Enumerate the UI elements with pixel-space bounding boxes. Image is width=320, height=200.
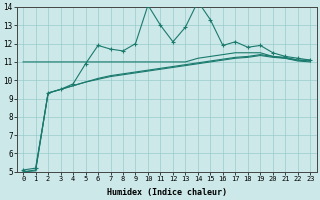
X-axis label: Humidex (Indice chaleur): Humidex (Indice chaleur) xyxy=(107,188,227,197)
